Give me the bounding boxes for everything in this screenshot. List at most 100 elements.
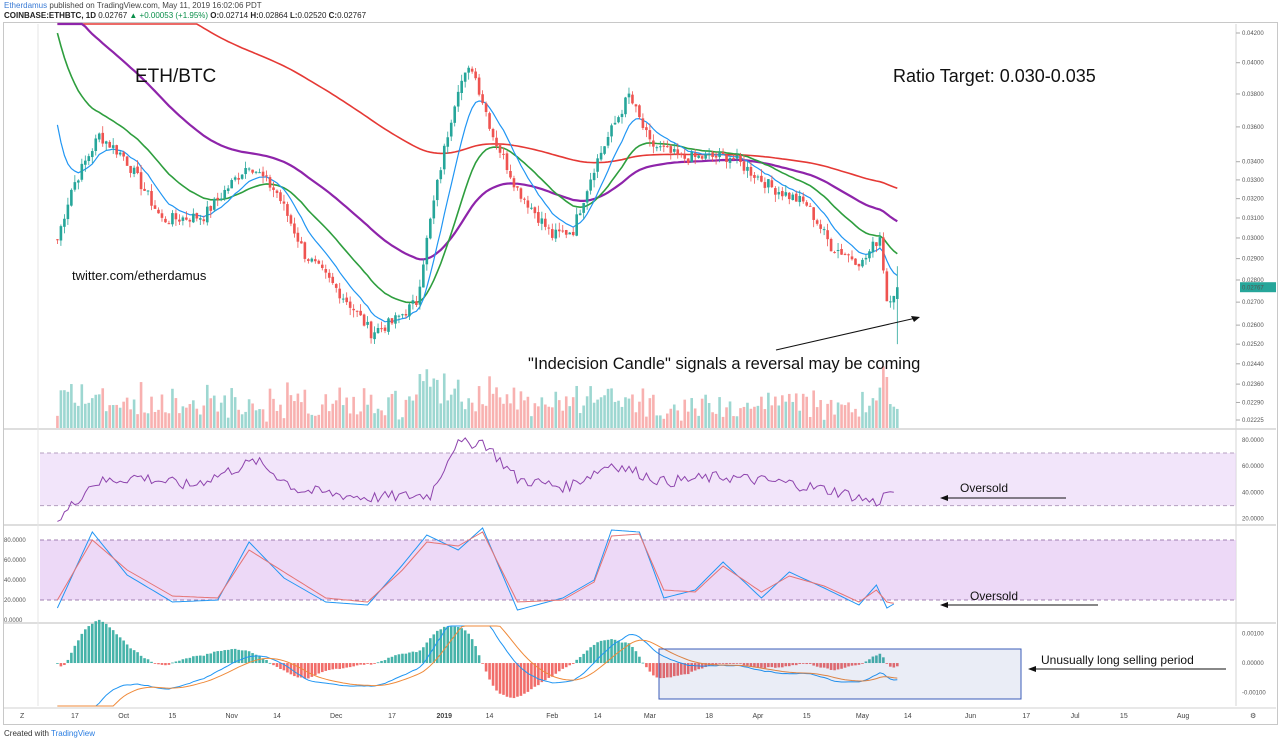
- volume-bar: [613, 401, 617, 428]
- volume-bar: [815, 407, 819, 428]
- macd-histogram-bar: [265, 659, 268, 664]
- macd-histogram-bar: [725, 663, 728, 665]
- candle-body: [781, 191, 784, 197]
- candle-body: [226, 188, 230, 191]
- candle-body: [554, 229, 558, 239]
- candle-body: [861, 259, 864, 267]
- volume-bar: [512, 387, 516, 428]
- macd-histogram-bar: [896, 663, 899, 667]
- volume-bar: [66, 391, 70, 428]
- candle-body: [568, 232, 572, 235]
- candle-body: [199, 218, 202, 220]
- volume-bar: [164, 412, 167, 428]
- candle-body: [606, 136, 610, 146]
- candle-body: [373, 332, 376, 340]
- macd-tick-label: 0.00100: [1242, 631, 1264, 637]
- symbol-line: COINBASE:ETHBTC, 1D 0.02767 ▲ +0.00053 (…: [4, 11, 366, 20]
- candle-body: [652, 140, 655, 147]
- volume-bar: [171, 388, 174, 428]
- price-tick-label: 0.03100: [1242, 216, 1264, 222]
- volume-bar: [442, 373, 446, 428]
- volume-bar: [631, 394, 634, 428]
- candle-body: [718, 152, 721, 158]
- volume-group: [56, 366, 899, 428]
- volume-bar: [714, 413, 718, 428]
- volume-bar: [871, 398, 875, 428]
- volume-bar: [861, 391, 864, 428]
- candle-body: [714, 155, 718, 158]
- macd-histogram-bar: [449, 626, 453, 664]
- volume-bar: [101, 388, 105, 428]
- price-tick-label: 0.02520: [1242, 342, 1264, 348]
- volume-bar: [568, 406, 572, 428]
- macd-histogram-bar: [300, 663, 303, 678]
- macd-histogram-bar: [366, 663, 369, 664]
- macd-histogram-bar: [341, 663, 345, 669]
- candle-body: [80, 163, 84, 180]
- volume-bar: [550, 407, 554, 428]
- macd-histogram-bar: [188, 657, 192, 664]
- volume-bar: [216, 411, 220, 428]
- volume-bar: [707, 402, 711, 428]
- candle-body: [240, 174, 244, 179]
- time-tick-label: Oct: [118, 713, 129, 720]
- macd-histogram-bar: [721, 663, 725, 664]
- candle-body: [676, 149, 680, 155]
- time-tick-label: 15: [169, 713, 177, 720]
- volume-bar: [620, 406, 624, 428]
- macd-histogram-bar: [498, 663, 502, 694]
- last-price-text: 0.02767: [98, 11, 128, 20]
- volume-bar: [896, 408, 899, 428]
- macd-histogram-bar: [882, 657, 885, 664]
- volume-bar: [338, 387, 342, 428]
- volume-bar: [237, 409, 240, 428]
- volume-bar: [571, 397, 575, 428]
- volume-bar: [390, 393, 394, 428]
- volume-bar: [108, 405, 111, 428]
- macd-histogram-bar: [463, 630, 467, 664]
- macd-histogram-bar: [683, 663, 687, 675]
- candle-body: [645, 127, 648, 131]
- volume-bar: [244, 411, 247, 428]
- candle-body: [753, 175, 756, 178]
- macd-histogram-bar: [150, 661, 153, 664]
- volume-bar: [199, 414, 202, 428]
- macd-histogram-bar: [666, 663, 669, 678]
- volume-bar: [742, 406, 746, 428]
- macd-histogram-bar: [233, 648, 237, 664]
- volume-bar: [892, 406, 896, 428]
- macd-histogram-bar: [557, 663, 561, 672]
- macd-histogram-bar: [568, 663, 572, 666]
- macd-histogram-bar: [819, 663, 822, 668]
- footer: Created with TradingView: [4, 729, 95, 738]
- volume-bar: [606, 388, 610, 428]
- volume-bar: [296, 393, 300, 428]
- macd-histogram-bar: [484, 663, 488, 672]
- tradingview-logo-text[interactable]: TradingView: [51, 729, 96, 738]
- candle-body: [87, 156, 91, 162]
- macd-histogram-bar: [160, 663, 164, 665]
- publisher-name[interactable]: Etherdamus: [4, 1, 48, 10]
- volume-bar: [352, 396, 355, 428]
- macd-histogram-bar: [878, 653, 882, 664]
- candle-body: [767, 179, 770, 188]
- volume-bar: [648, 398, 652, 428]
- macd-histogram-bar: [209, 653, 213, 664]
- candle-body: [219, 198, 223, 201]
- macd-histogram-bar: [125, 644, 129, 664]
- candle-body: [631, 94, 634, 104]
- candle-body: [390, 318, 394, 324]
- macd-histogram-bar: [763, 663, 767, 669]
- macd-histogram-bar: [833, 663, 836, 671]
- volume-bar: [526, 396, 530, 428]
- volume-bar: [516, 409, 519, 428]
- rsi-arrow-head: [940, 495, 948, 501]
- candle-body: [383, 327, 387, 331]
- candle-body: [882, 237, 885, 271]
- volume-bar: [139, 382, 143, 428]
- volume-bar: [575, 385, 578, 428]
- candle-body: [679, 153, 683, 155]
- price-tick-label: 0.02700: [1242, 300, 1264, 306]
- macd-histogram-bar: [533, 663, 537, 687]
